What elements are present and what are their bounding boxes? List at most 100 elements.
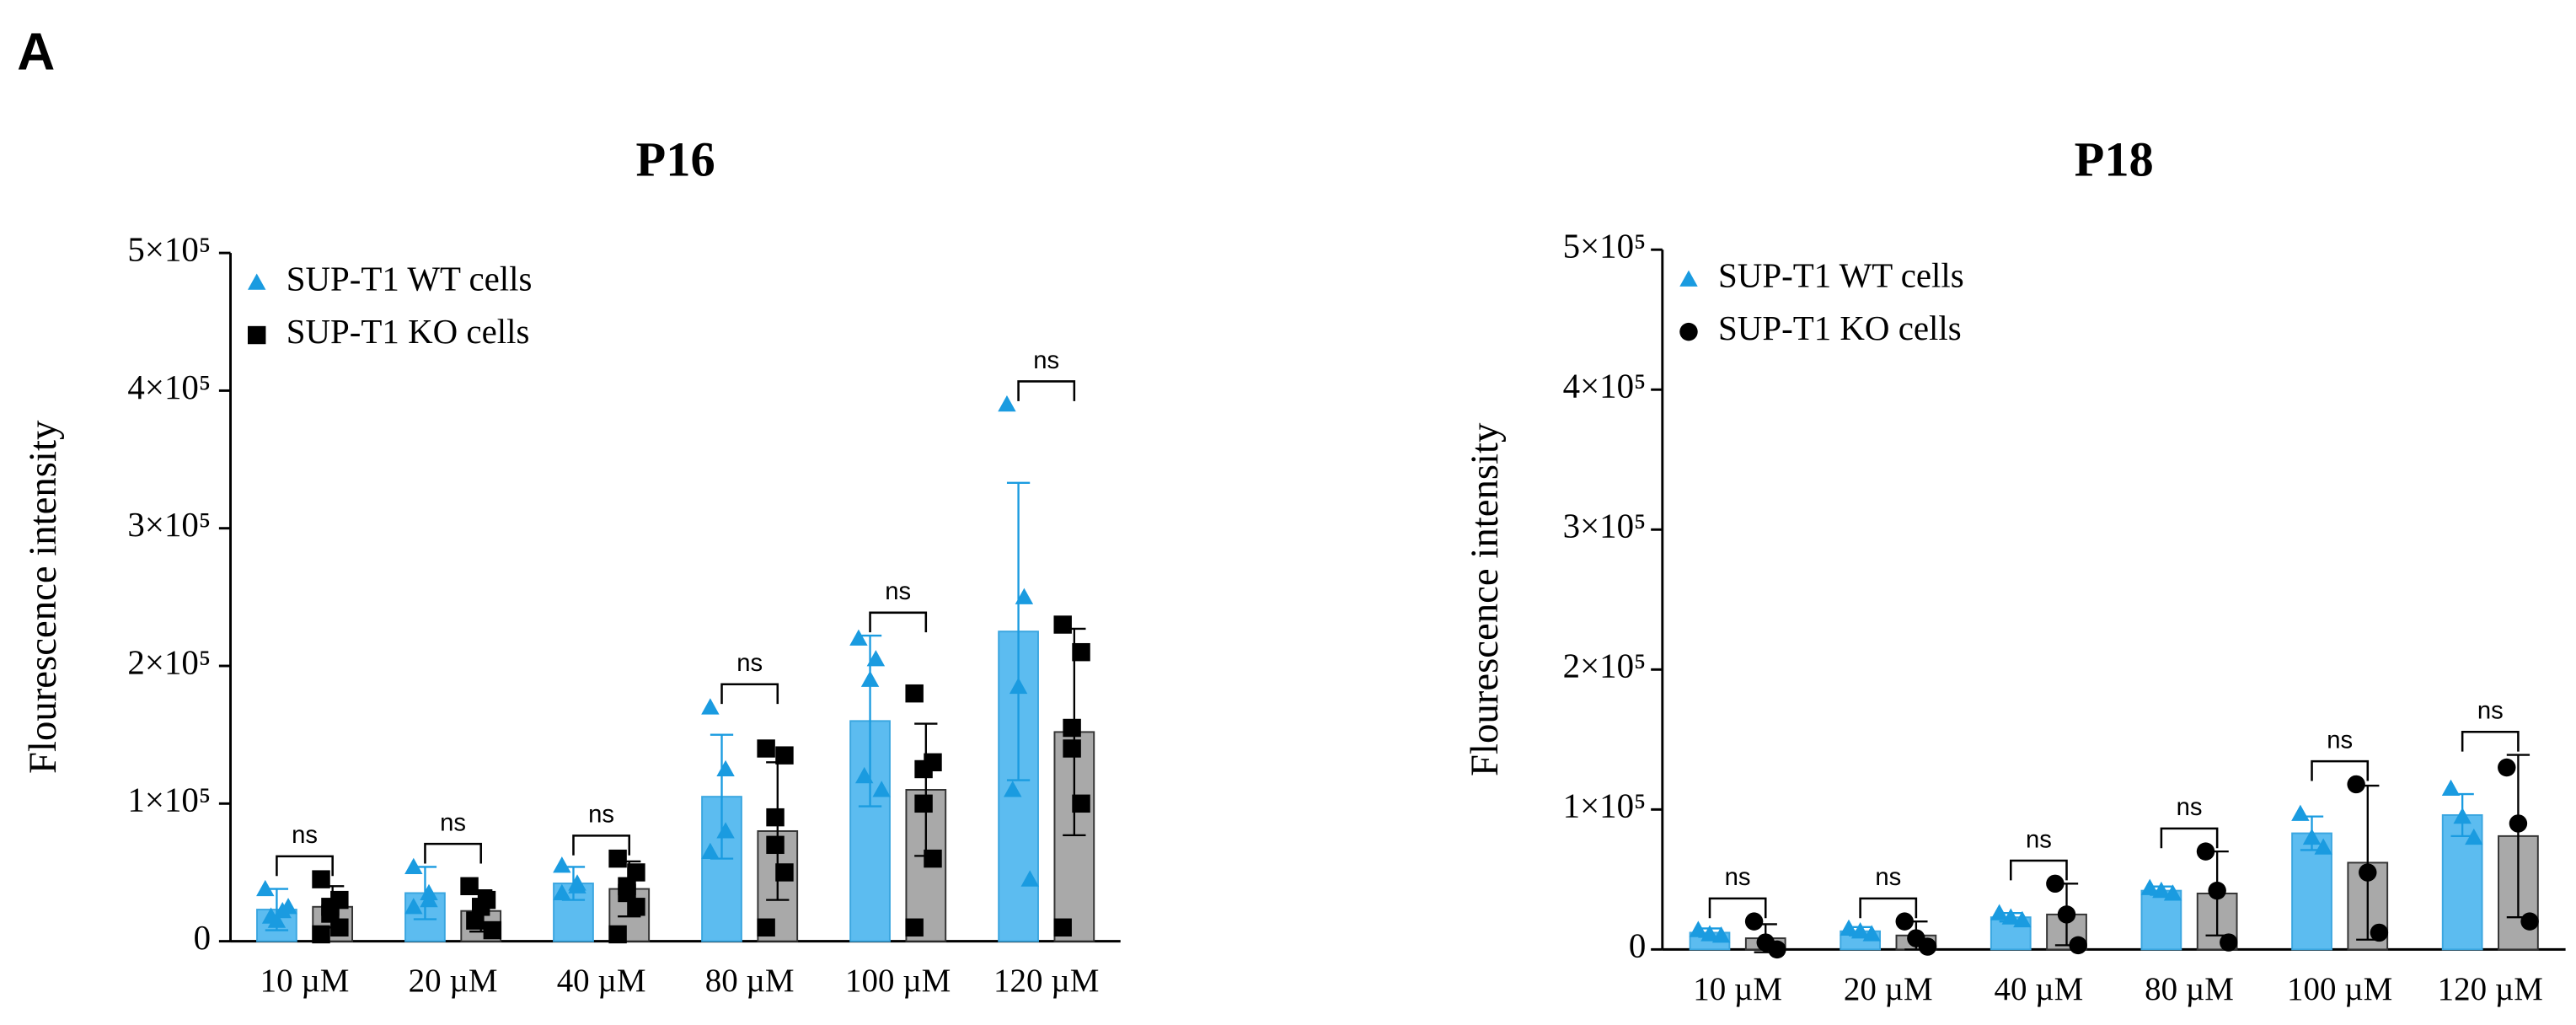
data-point [1063, 718, 1081, 738]
y-tick-label: 3×10⁵ [127, 506, 211, 544]
data-point [1004, 781, 1022, 797]
data-point [312, 870, 330, 888]
y-tick-label: 1×10⁵ [1563, 787, 1647, 825]
significance-label: ns [2327, 727, 2353, 754]
legend-label: SUP-T1 KO cells [1718, 309, 1962, 347]
legend-label: SUP-T1 KO cells [287, 313, 530, 351]
chart-title: P16 [636, 131, 715, 186]
data-point [460, 877, 479, 896]
y-tick-label: 1×10⁵ [127, 781, 211, 819]
significance-bracket [424, 842, 482, 864]
significance-label: ns [1725, 864, 1751, 891]
significance-bracket [720, 683, 779, 705]
data-point [627, 898, 645, 916]
data-point [2370, 923, 2389, 942]
data-point [247, 273, 266, 290]
data-point [627, 863, 645, 882]
data-point [2509, 814, 2528, 833]
data-point [2220, 933, 2238, 952]
data-point [2208, 881, 2226, 900]
x-tick-label: 120 µM [2438, 971, 2543, 1007]
x-tick-label: 80 µM [705, 963, 795, 999]
data-point [905, 684, 924, 703]
data-point [568, 877, 586, 894]
significance-bracket [2311, 759, 2370, 781]
significance-label: ns [736, 650, 763, 677]
data-point [716, 822, 735, 839]
data-point [2359, 863, 2377, 882]
data-point [2441, 779, 2461, 796]
y-tick-label: 5×10⁵ [1563, 228, 1647, 266]
data-point [1895, 912, 1914, 931]
data-point [1689, 920, 1708, 937]
data-point [618, 883, 636, 903]
x-tick-label: 80 µM [2145, 971, 2234, 1007]
data-point [775, 746, 794, 765]
data-point [701, 842, 720, 860]
data-point [330, 918, 349, 937]
data-point [312, 925, 330, 944]
data-point [247, 325, 266, 345]
chart-title: P18 [2075, 131, 2154, 186]
y-tick-label: 4×10⁵ [1563, 368, 1647, 405]
x-tick-label: 40 µM [1994, 971, 2083, 1007]
data-point [2465, 828, 2483, 845]
significance-label: ns [2026, 826, 2052, 853]
data-point [2057, 905, 2076, 924]
data-point [1990, 904, 2009, 920]
y-tick-label: 0 [194, 919, 211, 957]
data-point [471, 898, 490, 916]
data-point [849, 629, 868, 646]
data-point [2046, 874, 2065, 894]
data-point [924, 849, 942, 868]
data-point [1744, 912, 1764, 931]
data-point [2302, 828, 2322, 845]
data-point [2498, 758, 2516, 777]
x-tick-label: 40 µM [557, 963, 646, 999]
significance-bracket [1708, 897, 1767, 919]
significance-label: ns [1875, 864, 1901, 891]
data-point [905, 918, 924, 937]
data-point [914, 794, 933, 813]
data-point [775, 863, 794, 882]
data-point [1072, 794, 1090, 813]
data-point [608, 925, 627, 944]
x-tick-label: 10 µM [1693, 971, 1782, 1007]
data-point [701, 698, 720, 715]
x-tick-label: 100 µM [845, 963, 951, 999]
data-point [1020, 870, 1039, 887]
significance-label: ns [1033, 347, 1059, 374]
x-tick-label: 10 µM [260, 963, 350, 999]
data-point [2196, 842, 2215, 861]
data-point [998, 395, 1016, 412]
y-tick-label: 4×10⁵ [127, 368, 211, 406]
data-point [2001, 908, 2020, 925]
data-point [2347, 775, 2365, 794]
data-point [757, 918, 775, 937]
significance-label: ns [885, 578, 911, 605]
significance-bracket [1859, 897, 1918, 919]
data-point [608, 849, 627, 868]
data-point [404, 857, 423, 875]
data-point [553, 856, 571, 873]
data-point [766, 835, 785, 855]
y-axis-label: Flourescence intensity [21, 420, 65, 774]
significance-bracket [2010, 859, 2068, 881]
data-point [420, 890, 438, 908]
data-point [2152, 881, 2171, 899]
data-point [2291, 804, 2310, 821]
data-point [1015, 588, 1034, 604]
x-tick-label: 120 µM [993, 963, 1099, 999]
data-point [1053, 615, 1072, 634]
data-point [2069, 936, 2087, 955]
data-point [2163, 884, 2182, 901]
data-point [914, 759, 933, 779]
data-point [872, 781, 891, 797]
significance-bracket [2461, 731, 2520, 752]
data-point [866, 650, 886, 667]
data-point [1768, 940, 1786, 959]
data-point [466, 911, 485, 930]
y-tick-label: 0 [1629, 927, 1646, 965]
y-tick-label: 2×10⁵ [1563, 647, 1647, 685]
significance-bracket [572, 834, 631, 856]
